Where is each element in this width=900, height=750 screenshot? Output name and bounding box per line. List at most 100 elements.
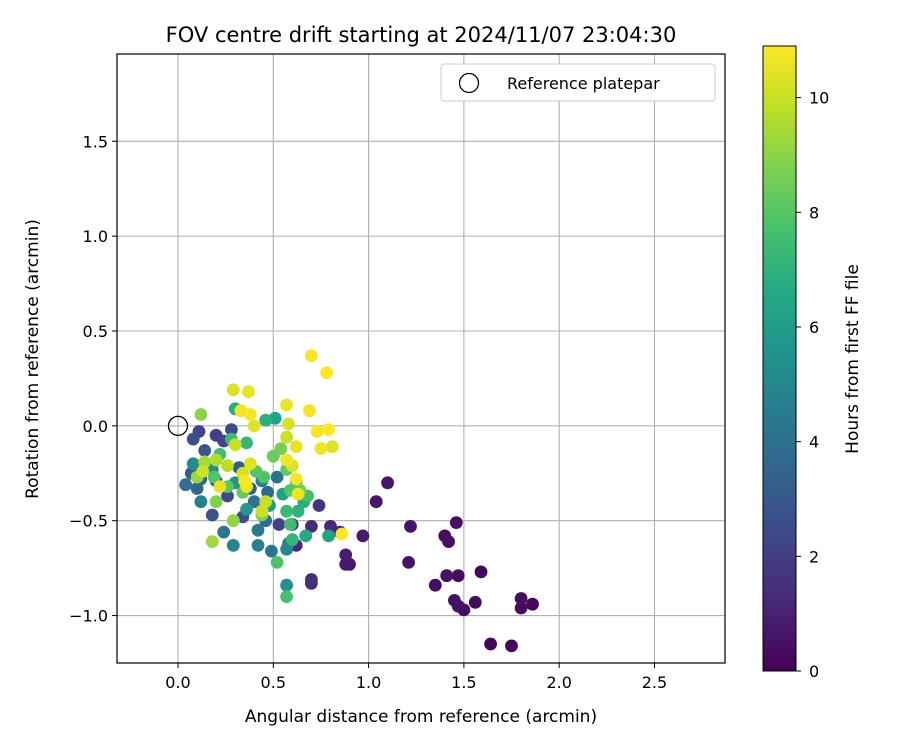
data-point (251, 539, 265, 552)
reference-platepar-marker (167, 415, 189, 437)
data-point (265, 544, 278, 558)
data-point (322, 423, 335, 436)
data-point (310, 425, 324, 438)
data-point (440, 569, 454, 583)
data-point (468, 595, 482, 609)
data-point (226, 539, 240, 552)
data-point (514, 601, 528, 615)
legend-label: Reference platepar (507, 74, 660, 93)
data-point (291, 487, 305, 501)
data-point (270, 556, 284, 569)
data-point (280, 590, 293, 603)
data-point (280, 504, 293, 518)
colorbar-tick-label: 6 (809, 318, 819, 337)
data-point (213, 480, 227, 493)
legend-box (440, 63, 716, 102)
y-tick-label: −0.5 (69, 512, 108, 531)
colorbar-gradient (762, 45, 797, 672)
data-point (198, 444, 212, 457)
data-point (280, 430, 293, 444)
y-axis-label: Rotation from reference (arcmin) (23, 219, 43, 499)
x-tick-label: 0.5 (261, 673, 286, 692)
data-point (221, 489, 234, 503)
data-point (255, 504, 269, 518)
data-point (196, 465, 210, 478)
x-tick-label: 2.0 (546, 673, 571, 692)
data-point (339, 548, 353, 562)
data-point (289, 440, 303, 454)
data-point (272, 518, 286, 531)
colorbar-tick-label: 2 (809, 547, 819, 566)
y-tick-label: −1.0 (69, 607, 108, 626)
legend: Reference platepar (440, 63, 716, 102)
data-point (179, 478, 193, 492)
data-point (369, 495, 383, 509)
data-point (198, 455, 212, 469)
data-point (194, 495, 208, 509)
data-point (320, 366, 334, 380)
data-point (474, 565, 488, 579)
data-point (305, 349, 318, 363)
data-point (428, 578, 442, 592)
data-point (274, 442, 288, 455)
x-axis-label: Angular distance from reference (arcmin) (245, 707, 597, 727)
data-point (314, 442, 328, 455)
plot-frame (116, 53, 726, 664)
data-point (228, 438, 242, 452)
data-point (526, 597, 539, 611)
data-point (324, 520, 337, 533)
data-point (205, 535, 219, 548)
x-axis-ticks: 0.0 0.5 1.0 1.5 2.0 2.5 (165, 663, 667, 692)
data-point (305, 573, 318, 586)
colorbar-tick-label: 8 (809, 203, 819, 222)
data-point (226, 514, 240, 528)
data-point (356, 529, 370, 543)
data-point (402, 556, 415, 569)
data-point (282, 417, 295, 431)
data-point (259, 413, 273, 427)
data-point (244, 457, 257, 471)
data-point (442, 535, 455, 548)
colorbar-ticks: 0 2 4 6 8 10 (796, 89, 829, 681)
data-point (505, 639, 518, 653)
data-point (217, 525, 231, 539)
x-tick-label: 1.0 (356, 673, 381, 692)
data-point (312, 499, 326, 512)
data-point (251, 523, 265, 537)
data-point (221, 459, 234, 473)
colorbar: 0 2 4 6 8 10 Hours from first FF file (762, 45, 863, 681)
y-tick-label: 1.0 (83, 227, 108, 246)
data-point (484, 637, 497, 651)
data-point (449, 516, 463, 529)
legend-marker-icon (458, 72, 480, 94)
data-point (322, 529, 335, 543)
data-point (305, 520, 318, 533)
data-point (247, 419, 261, 433)
data-point (240, 502, 254, 516)
data-point (280, 398, 293, 412)
data-point (244, 408, 257, 421)
data-point (280, 542, 293, 556)
data-point (190, 482, 204, 495)
reference-marker-layer (167, 415, 189, 437)
data-point (242, 385, 255, 399)
chart-title: FOV centre drift starting at 2024/11/07 … (166, 23, 677, 47)
data-point (207, 470, 221, 484)
data-point (186, 432, 200, 446)
data-point (381, 476, 394, 490)
x-tick-label: 1.5 (451, 673, 476, 692)
y-tick-label: 0.5 (83, 322, 108, 341)
data-point (339, 557, 353, 571)
data-point (270, 470, 284, 484)
colorbar-tick-label: 10 (809, 89, 829, 108)
data-point (205, 508, 219, 522)
y-tick-label: 0.0 (83, 417, 108, 436)
data-point (448, 594, 461, 607)
y-axis-ticks: −1.0 −0.5 0.0 0.5 1.0 1.5 (69, 132, 117, 626)
data-point (209, 495, 223, 509)
colorbar-tick-label: 0 (809, 662, 819, 681)
data-point (186, 457, 200, 471)
data-points (179, 349, 539, 653)
y-tick-label: 1.5 (83, 132, 108, 151)
data-point (194, 408, 208, 421)
